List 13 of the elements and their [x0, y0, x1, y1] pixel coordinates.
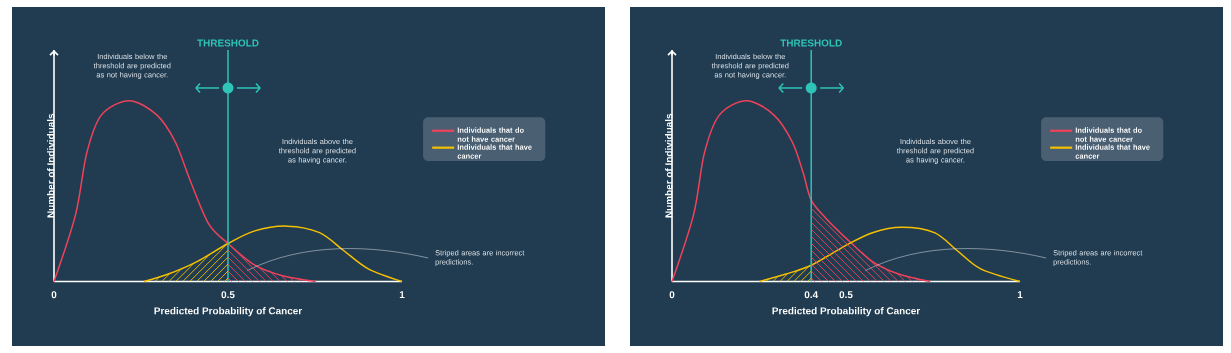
ref-line-label: THRESHOLD: [780, 39, 842, 47]
x-tick-label: 1: [1017, 291, 1023, 298]
x-axis-title: Predicted Probability of Cancer: [154, 307, 303, 317]
x-tick-label: 1: [399, 291, 405, 298]
x-tick-label: 0.4: [804, 291, 819, 299]
x-tick-label: 0: [669, 291, 675, 299]
y-axis-title: Number of Individuals: [47, 113, 55, 218]
x-tick-label: 0.5: [221, 291, 235, 299]
y-axis-title: Number of Individuals: [665, 113, 673, 218]
ref-line-label: THRESHOLD: [197, 39, 259, 47]
x-tick-label: 0.5: [839, 291, 853, 299]
x-axis-title: Predicted Probability of Cancer: [772, 307, 921, 317]
x-tick-label: 0: [51, 291, 57, 299]
